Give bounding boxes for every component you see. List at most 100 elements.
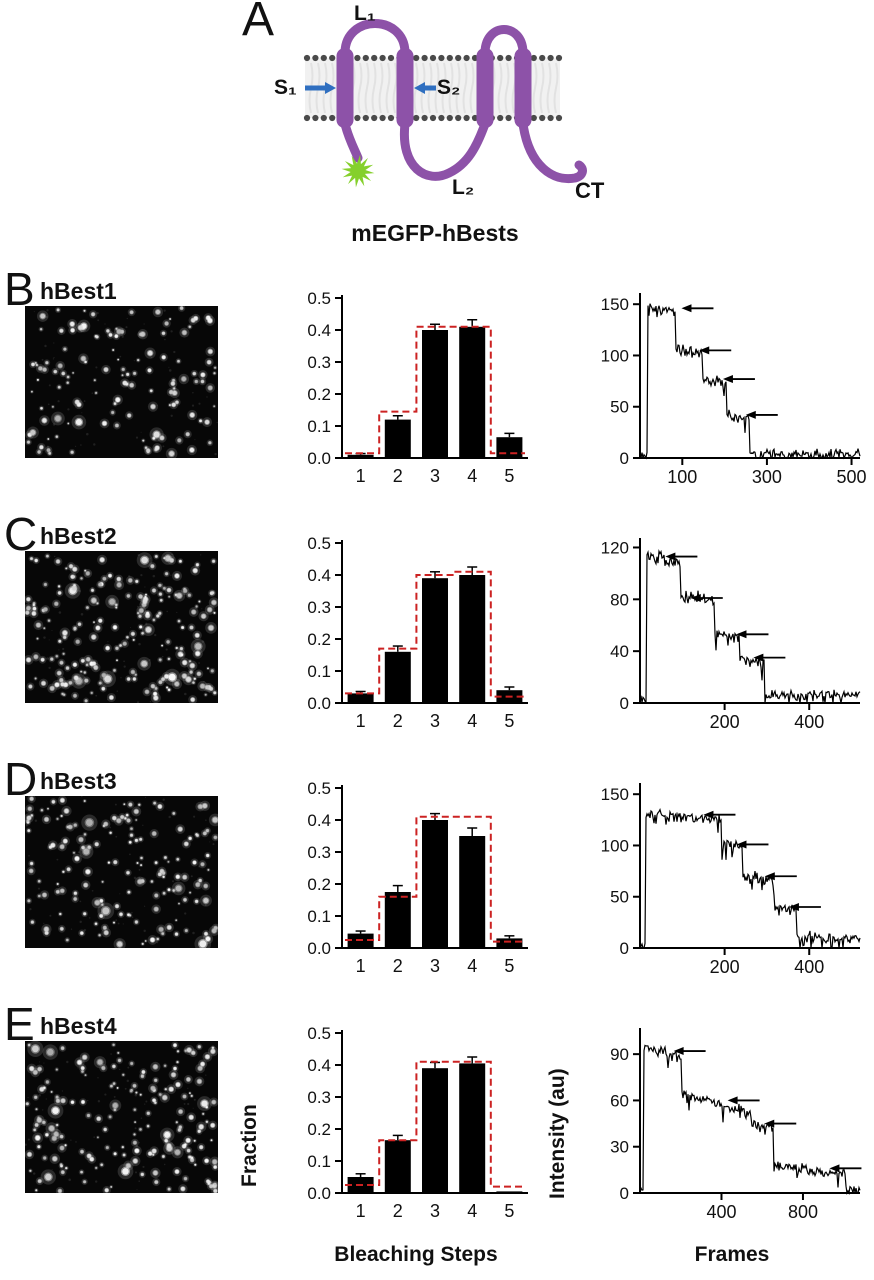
panel-letter: D: [4, 753, 38, 805]
x-tick-label: 400: [794, 712, 824, 732]
x-tick-label: 800: [788, 1202, 818, 1222]
bar: [384, 651, 411, 703]
y-tick-label: 0.5: [307, 290, 331, 308]
tirf-microscopy-image: [25, 796, 218, 948]
x-tick-label: 1: [356, 1201, 366, 1221]
bar: [496, 1191, 523, 1193]
fraction-axis-title: Fraction: [238, 1104, 261, 1187]
step-arrow-icon: [699, 346, 710, 355]
bar: [422, 330, 448, 458]
y-tick-label: 0.4: [307, 321, 331, 340]
row-label: hBest1: [40, 278, 117, 304]
y-tick-label: 0.1: [307, 1152, 331, 1171]
step-arrow-icon: [788, 902, 799, 911]
bar: [496, 437, 523, 458]
megfp-star-icon: [341, 154, 375, 188]
y-tick-label: 0.0: [307, 1184, 331, 1203]
step-arrow-icon: [681, 304, 692, 313]
photobleaching-trace-chart: 0 50 100 150 100 300 500: [601, 293, 867, 487]
x-tick-label: 1: [356, 711, 366, 731]
panel-b-row: B hBest1 0.0 0.1 0.2 0.3 0.4 0.5 1 2 3 4 5 0 50 100 1…: [0, 266, 874, 523]
x-tick-label: 5: [504, 956, 514, 976]
x-tick-label: 100: [667, 467, 697, 487]
x-tick-label: 3: [430, 466, 440, 486]
tirf-microscopy-image: [25, 551, 218, 703]
panel-c-row: C hBest2 0.0 0.1 0.2 0.3 0.4 0.5 1 2 3 4 5 0 40 80 12…: [0, 511, 874, 768]
step-arrow-icon: [736, 840, 747, 849]
y-tick-label: 0: [620, 694, 629, 713]
bar: [459, 575, 486, 703]
loop-l2: [399, 119, 490, 181]
y-tick-label: 0.0: [307, 449, 331, 468]
tm-helix: [336, 48, 354, 128]
x-tick-label: 400: [794, 957, 824, 977]
bleaching-steps-bar-chart: 0.0 0.1 0.2 0.3 0.4 0.5 1 2 3 4 5: [307, 290, 528, 486]
y-tick-label: 0: [620, 449, 629, 468]
y-tick-label: 80: [610, 590, 629, 609]
intensity-trace-line: [639, 1044, 861, 1196]
loop-top2: [480, 25, 528, 57]
x-tick-label: 500: [837, 467, 867, 487]
step-arrow-icon: [690, 594, 701, 603]
intensity-trace-line: [639, 548, 861, 704]
s1-arrow-icon: [325, 82, 336, 94]
y-tick-label: 0.0: [307, 694, 331, 713]
bar-chart-plot: 0.0 0.1 0.2 0.3 0.4 0.5 1 2 3 4 5: [307, 780, 528, 976]
fluorescent-spots: [25, 306, 218, 458]
intensity-axis-title: Intensity (au): [546, 1068, 569, 1199]
step-arrow-icon: [727, 1096, 738, 1105]
y-tick-label: 0.2: [307, 1120, 331, 1139]
y-tick-label: 150: [601, 295, 629, 314]
x-tick-label: 2: [393, 466, 403, 486]
panel-letter: B: [4, 263, 35, 315]
bar: [347, 454, 374, 458]
segment2-label: S₂: [437, 76, 461, 99]
bar: [496, 938, 523, 948]
x-tick-label: 5: [504, 466, 514, 486]
x-tick-label: 4: [467, 466, 477, 486]
trace-plot: 0 50 100 150 200 400: [601, 783, 861, 977]
trace-plot: 0 50 100 150 100 300 500: [601, 293, 867, 487]
y-tick-label: 100: [601, 346, 629, 365]
x-tick-label: 2: [393, 956, 403, 976]
loop-l1: [340, 19, 410, 57]
x-tick-label: 2: [393, 711, 403, 731]
fluorescent-spots: [25, 796, 218, 948]
y-tick-label: 120: [601, 538, 629, 557]
bar: [459, 326, 486, 458]
panel-a-letter: A: [242, 0, 275, 46]
panel-e-row: E hBest4 0.0 0.1 0.2 0.3 0.4 0.5 1 2 3 4 5 0 30 60 90…: [0, 1001, 874, 1280]
y-tick-label: 0.1: [307, 662, 331, 681]
fluorescent-spots: [25, 551, 218, 703]
bar: [459, 836, 486, 948]
tm-helix: [396, 48, 414, 128]
y-tick-label: 50: [610, 888, 629, 907]
y-tick-label: 90: [610, 1045, 629, 1064]
step-arrow-icon: [703, 810, 714, 819]
y-tick-label: 0.2: [307, 630, 331, 649]
y-tick-label: 0.3: [307, 598, 331, 617]
y-tick-label: 0.5: [307, 535, 331, 553]
tm-helix: [514, 48, 532, 128]
bar: [459, 1063, 486, 1193]
bar: [422, 578, 448, 703]
bar: [422, 1068, 448, 1193]
topology-drawing: [303, 19, 587, 188]
step-arrow-icon: [753, 653, 764, 662]
bar: [384, 1140, 411, 1193]
y-tick-label: 150: [601, 785, 629, 804]
x-tick-label: 200: [710, 957, 740, 977]
c-terminus-label: CT: [575, 178, 605, 203]
photobleaching-trace-chart: 0 40 80 120 200 400: [601, 538, 861, 732]
panel-letter: C: [4, 508, 38, 560]
x-tick-label: 2: [393, 1201, 403, 1221]
y-tick-label: 0.3: [307, 353, 331, 372]
bar: [422, 820, 448, 948]
y-tick-label: 0.1: [307, 417, 331, 436]
frames-axis-title: Frames: [694, 1243, 770, 1266]
tm-helix: [476, 48, 494, 128]
step-arrow-icon: [764, 1119, 775, 1128]
x-tick-label: 5: [504, 1201, 514, 1221]
step-arrow-icon: [745, 410, 756, 419]
